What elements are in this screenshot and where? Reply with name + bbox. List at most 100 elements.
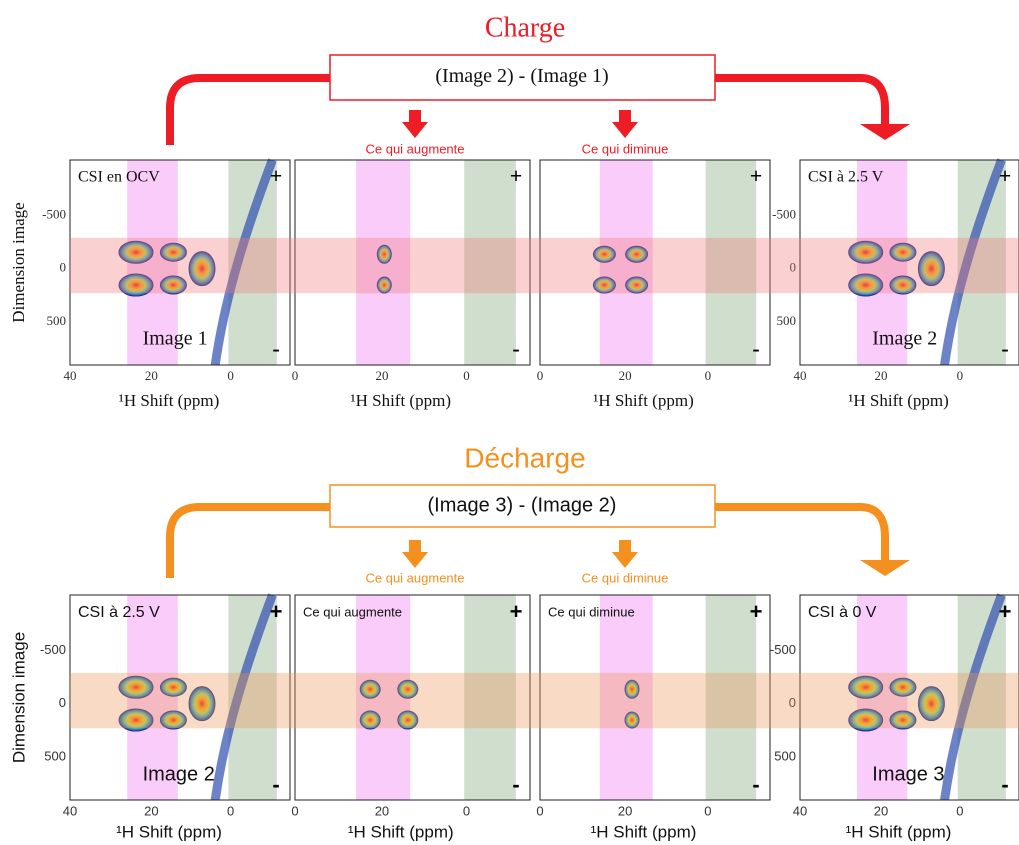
signal: [889, 242, 917, 262]
signal: [624, 711, 640, 729]
y-tick-label: 0: [60, 260, 67, 275]
signal: [159, 710, 187, 730]
section-title: Décharge: [464, 442, 585, 473]
panel-border: [69, 159, 291, 366]
y-tick-label: 500: [774, 748, 796, 763]
signal: [889, 710, 917, 730]
panel-border: [294, 159, 531, 366]
x-axis-label: ¹H Shift (ppm): [848, 391, 948, 410]
green-band: [464, 160, 516, 365]
arrow-head: [860, 124, 910, 140]
signal: [376, 276, 392, 294]
arrow-label: Ce qui augmente: [365, 141, 464, 156]
panel-caption: CSI à 2.5 V: [78, 604, 160, 621]
signal: [359, 710, 381, 730]
y-tick-label: -500: [772, 206, 796, 221]
x-tick-label: 20: [375, 803, 389, 818]
arrow-label: Ce qui augmente: [365, 570, 464, 585]
x-tick-label: 0: [536, 803, 543, 818]
plus-sign: +: [750, 599, 763, 624]
y-tick-label: -500: [42, 206, 66, 221]
small-arrow: [402, 110, 428, 138]
signal: [397, 679, 419, 699]
section: Décharge (Image 3) - (Image 2) Ce qui augm…: [9, 442, 1019, 841]
panel-border: [799, 159, 1019, 366]
x-axis-label: ¹H Shift (ppm): [351, 391, 451, 410]
x-tick-label: 20: [874, 803, 888, 818]
y-tick-label: 500: [777, 313, 797, 328]
signal: [188, 251, 216, 287]
panel-caption: CSI à 0 V: [808, 604, 877, 621]
small-arrow: [612, 110, 638, 138]
signal: [159, 677, 187, 697]
panel-border: [294, 594, 531, 801]
signal: [592, 245, 616, 263]
formula: (Image 3) - (Image 2): [428, 494, 617, 516]
minus-sign: -: [512, 336, 519, 361]
panel-caption: CSI en OCV: [78, 169, 160, 186]
x-tick-label: 0: [291, 803, 298, 818]
minus-sign: -: [752, 336, 759, 361]
minus-sign: -: [1001, 772, 1008, 797]
green-band: [464, 595, 516, 800]
x-tick-label: 20: [375, 368, 388, 383]
streak: [210, 158, 277, 366]
x-tick-label: 40: [793, 803, 807, 818]
green-band: [705, 160, 757, 365]
image-label: Image 1: [143, 328, 208, 350]
panel-caption: Ce qui diminue: [548, 604, 635, 619]
minus-sign: -: [512, 772, 519, 797]
signal: [889, 677, 917, 697]
x-tick-label: 0: [463, 368, 470, 383]
x-tick-label: 20: [144, 803, 158, 818]
y-tick-label: -500: [770, 642, 796, 657]
x-axis-label: ¹H Shift (ppm): [593, 391, 693, 410]
x-tick-label: 0: [537, 368, 544, 383]
signal: [376, 244, 392, 264]
x-axis-label: ¹H Shift (ppm): [591, 822, 697, 841]
streak: [940, 158, 1006, 366]
signal: [848, 708, 884, 732]
x-axis-label: ¹H Shift (ppm): [348, 822, 454, 841]
arrow-head: [860, 560, 910, 576]
x-tick-label: 20: [145, 368, 158, 383]
panel-caption: CSI à 2.5 V: [808, 169, 884, 186]
plus-sign: +: [270, 163, 283, 188]
streak: [940, 593, 1006, 801]
signal: [624, 679, 640, 699]
x-tick-label: 40: [63, 803, 77, 818]
panel-border: [539, 594, 771, 801]
signal: [359, 679, 381, 699]
x-tick-label: 0: [463, 803, 470, 818]
minus-sign: -: [752, 772, 759, 797]
x-tick-label: 0: [227, 803, 234, 818]
y-tick-label: 500: [47, 313, 67, 328]
x-tick-label: 0: [292, 368, 299, 383]
x-tick-label: 40: [64, 368, 77, 383]
plus-sign: +: [510, 163, 523, 188]
streak: [210, 593, 277, 801]
formula-box: [329, 484, 716, 528]
small-arrow: [612, 540, 638, 568]
image-label: Image 3: [872, 763, 944, 785]
y-tick-label: 0: [790, 260, 797, 275]
signal: [917, 251, 945, 287]
panel-border: [799, 594, 1019, 801]
green-band: [705, 595, 757, 800]
plus-sign: +: [999, 599, 1012, 624]
y-axis-label: Dimension image: [9, 632, 28, 763]
section: Charge (Image 2) - (Image 1) Ce qui augmen…: [9, 12, 1019, 410]
x-tick-label: 0: [956, 803, 963, 818]
signal: [848, 240, 884, 264]
panel-border: [69, 594, 291, 801]
signal: [889, 275, 917, 295]
panel-border: [539, 159, 771, 366]
signal: [397, 710, 419, 730]
minus-sign: -: [272, 772, 279, 797]
signal: [118, 708, 154, 732]
row-band: [70, 672, 1019, 729]
row-band: [70, 237, 1019, 294]
signal: [188, 686, 216, 722]
x-tick-label: 20: [618, 803, 632, 818]
